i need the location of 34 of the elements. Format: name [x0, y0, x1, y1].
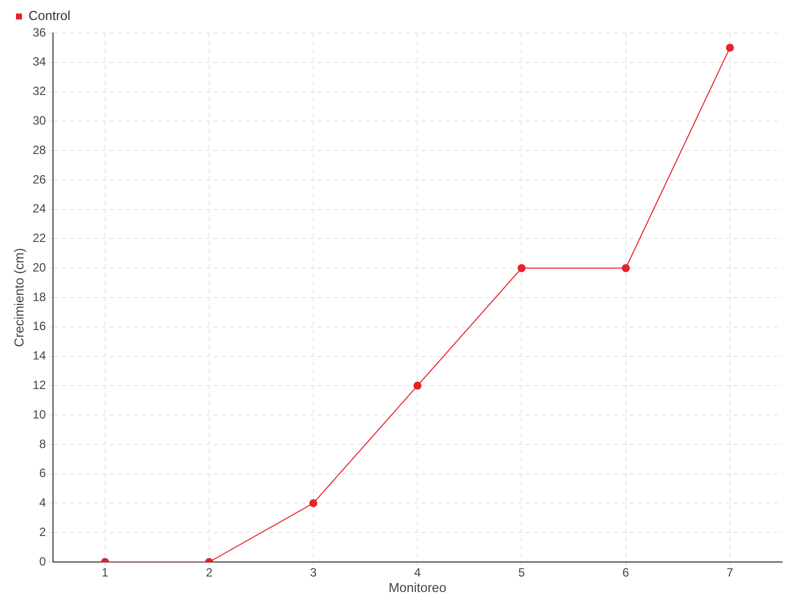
x-axis-title: Monitoreo: [388, 580, 446, 595]
x-tick-label: 7: [726, 566, 734, 580]
y-tick-label: 16: [32, 319, 46, 334]
x-tick-label: 6: [622, 566, 630, 580]
point: [518, 264, 526, 272]
x-tick-label: 1: [102, 566, 109, 580]
y-tick-label: 12: [32, 378, 46, 392]
y-tick-label: 4: [39, 496, 46, 510]
point: [413, 382, 422, 390]
y-tick-label: 20: [32, 260, 46, 274]
y-tick-label: 10: [32, 407, 46, 422]
y-tick-label: 32: [32, 84, 46, 98]
x-tick-label: 4: [414, 566, 422, 580]
legend-label: Control: [28, 8, 71, 24]
point: [726, 44, 734, 52]
y-tick-label: 28: [32, 142, 46, 157]
y-tick-label: 36: [32, 25, 46, 40]
x-tick-label: 3: [310, 566, 317, 580]
y-tick-label: 18: [32, 290, 46, 304]
y-tick-label: 2: [39, 524, 46, 539]
y-tick-label: 22: [32, 231, 46, 246]
point: [309, 499, 318, 508]
y-tick-label: 6: [39, 466, 46, 480]
point: [622, 264, 630, 272]
x-tick-label: 2: [206, 566, 213, 580]
x-tick-label: 5: [518, 566, 526, 580]
y-tick-label: 34: [32, 54, 46, 69]
y-tick-label: 8: [39, 436, 46, 451]
y-tick-label: 14: [32, 348, 46, 363]
y-tick-label: 26: [32, 172, 46, 186]
y-tick-label: 30: [32, 113, 46, 128]
y-tick-label: 0: [39, 554, 46, 568]
y-tick-label: 24: [32, 202, 46, 216]
y-axis-title: Crecimiento (cm): [11, 248, 26, 347]
